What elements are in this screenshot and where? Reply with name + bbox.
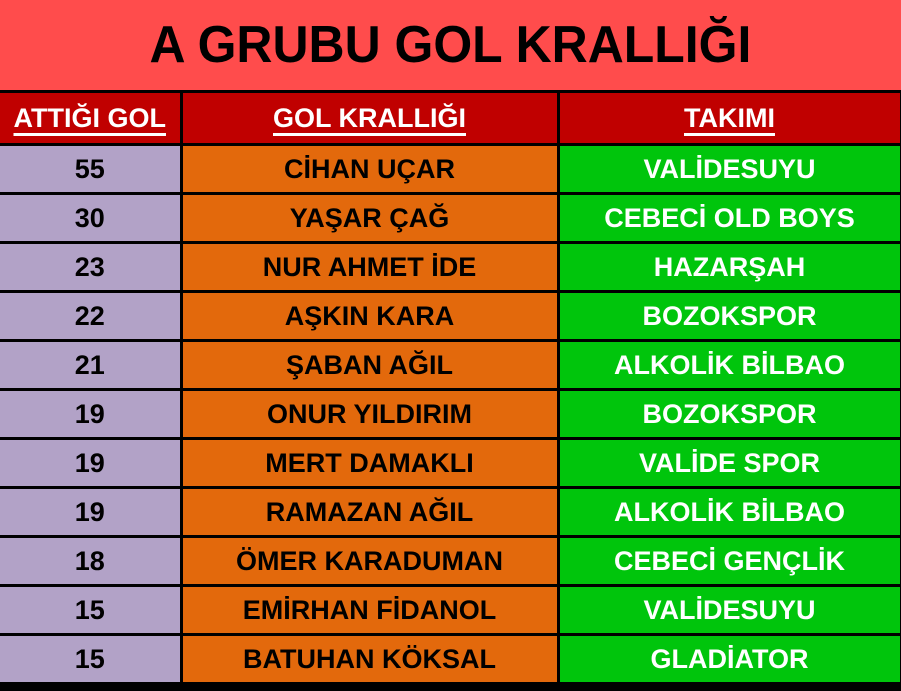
goals-cell: 15	[0, 584, 183, 636]
column-header-player: GOL KRALLIĞI	[179, 91, 560, 146]
team-cell: ALKOLİK BİLBAO	[556, 339, 901, 391]
team-cell: CEBECİ OLD BOYS	[556, 192, 901, 244]
column-header-team: TAKIMI	[556, 91, 901, 146]
team-cell: BOZOKSPOR	[556, 388, 901, 440]
title-banner: A GRUBU GOL KRALLIĞI	[0, 0, 901, 93]
table-header-row: ATTIĞI GOL GOL KRALLIĞI TAKIMI	[0, 91, 901, 146]
team-cell: HAZARŞAH	[556, 241, 901, 293]
table-row: 19 RAMAZAN AĞIL ALKOLİK BİLBAO	[0, 486, 901, 538]
player-cell: NUR AHMET İDE	[179, 241, 560, 293]
team-cell: BOZOKSPOR	[556, 290, 901, 342]
team-cell: VALİDESUYU	[556, 584, 901, 636]
goals-cell: 23	[0, 241, 183, 293]
player-cell: ONUR YILDIRIM	[179, 388, 560, 440]
table-row: 19 MERT DAMAKLI VALİDE SPOR	[0, 437, 901, 489]
column-header-goals: ATTIĞI GOL	[0, 91, 183, 146]
player-cell: AŞKIN KARA	[179, 290, 560, 342]
page-title: A GRUBU GOL KRALLIĞI	[149, 16, 752, 74]
goals-cell: 55	[0, 143, 183, 195]
table-row: 19 ONUR YILDIRIM BOZOKSPOR	[0, 388, 901, 440]
goals-cell: 18	[0, 535, 183, 587]
table-row: 22 AŞKIN KARA BOZOKSPOR	[0, 290, 901, 342]
player-cell: YAŞAR ÇAĞ	[179, 192, 560, 244]
top-scorers-table: ATTIĞI GOL GOL KRALLIĞI TAKIMI 55 CİHAN U…	[0, 91, 901, 685]
team-cell: CEBECİ GENÇLİK	[556, 535, 901, 587]
table-body: 55 CİHAN UÇAR VALİDESUYU 30 YAŞAR ÇAĞ CEBECİ …	[0, 143, 901, 685]
player-cell: ŞABAN AĞIL	[179, 339, 560, 391]
goals-cell: 19	[0, 486, 183, 538]
team-cell: VALİDE SPOR	[556, 437, 901, 489]
goals-cell: 15	[0, 633, 183, 685]
player-cell: RAMAZAN AĞIL	[179, 486, 560, 538]
team-cell: VALİDESUYU	[556, 143, 901, 195]
team-cell: GLADİATOR	[556, 633, 901, 685]
goals-cell: 19	[0, 437, 183, 489]
goals-cell: 21	[0, 339, 183, 391]
table-row: 18 ÖMER KARADUMAN CEBECİ GENÇLİK	[0, 535, 901, 587]
player-cell: BATUHAN KÖKSAL	[179, 633, 560, 685]
table-row: 15 BATUHAN KÖKSAL GLADİATOR	[0, 633, 901, 685]
player-cell: MERT DAMAKLI	[179, 437, 560, 489]
table-row: 15 EMİRHAN FİDANOL VALİDESUYU	[0, 584, 901, 636]
table-row: 55 CİHAN UÇAR VALİDESUYU	[0, 143, 901, 195]
player-cell: ÖMER KARADUMAN	[179, 535, 560, 587]
table-row: 23 NUR AHMET İDE HAZARŞAH	[0, 241, 901, 293]
table-row: 21 ŞABAN AĞIL ALKOLİK BİLBAO	[0, 339, 901, 391]
team-cell: ALKOLİK BİLBAO	[556, 486, 901, 538]
goals-cell: 19	[0, 388, 183, 440]
goals-cell: 30	[0, 192, 183, 244]
table-row: 30 YAŞAR ÇAĞ CEBECİ OLD BOYS	[0, 192, 901, 244]
player-cell: CİHAN UÇAR	[179, 143, 560, 195]
goals-cell: 22	[0, 290, 183, 342]
player-cell: EMİRHAN FİDANOL	[179, 584, 560, 636]
